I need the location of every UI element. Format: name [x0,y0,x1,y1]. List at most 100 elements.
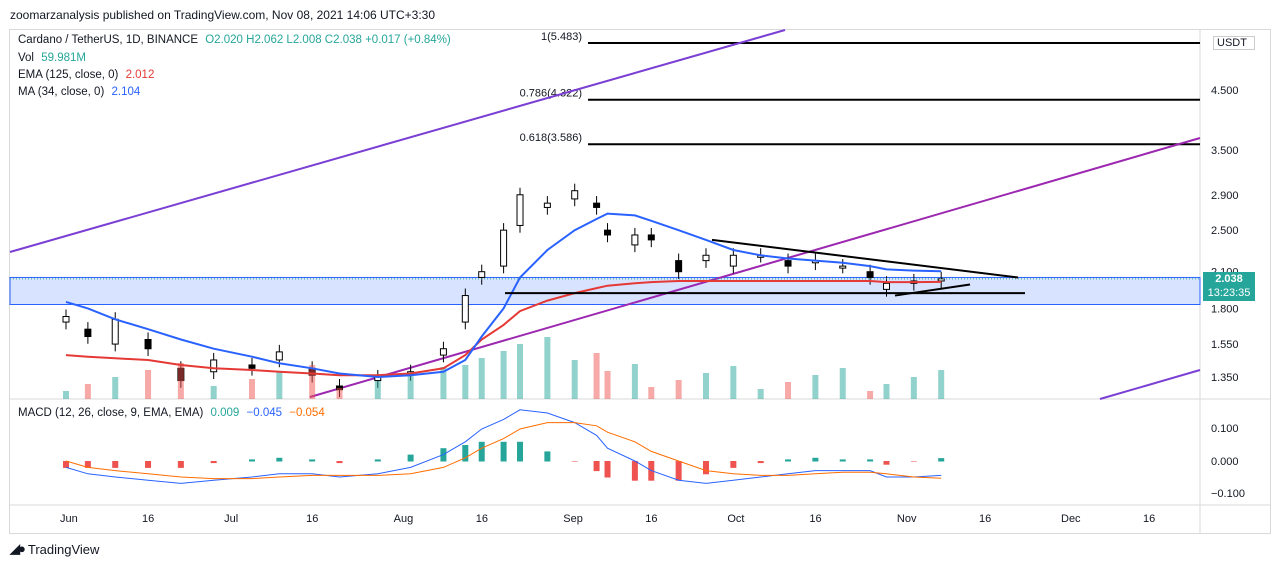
candle-body [275,351,283,361]
tradingview-logo[interactable]: ◢● TradingView [10,541,99,557]
volume-bar [517,344,524,399]
volume-bar [883,384,890,399]
macd-value-3: −0.054 [289,407,325,419]
volume-bar [812,375,819,399]
candle-body [604,229,612,236]
channel-upper-line [9,29,786,253]
price-tick-label: 1.550 [1211,339,1239,351]
publisher-line: zoomarzanalysis published on TradingView… [10,8,436,22]
ema-label[interactable]: EMA (125, close, 0) [18,69,119,81]
candle-body [111,318,119,345]
macd-histogram-bar [839,459,846,462]
candle-body [593,202,601,208]
volume-bar [248,379,255,399]
candle-body [702,254,710,262]
ema-legend: EMA (125, close, 0) 2.012 [18,69,158,81]
macd-signal-line [65,422,942,480]
macd-histogram-bar [757,461,764,464]
volume-label[interactable]: Vol [18,52,34,64]
macd-histogram-bar [336,461,343,464]
time-tick-label: Sep [563,513,583,525]
price-tick-label: 2.500 [1211,225,1239,237]
volume-bar [500,351,507,399]
candle-body [839,265,847,269]
time-tick-label: Jun [60,513,78,525]
last-price: 2.038 [1215,273,1243,285]
price-tick-label: 4.500 [1211,85,1239,97]
macd-histogram-bar [84,461,91,468]
volume-bar [757,389,764,399]
macd-histogram-bar [883,461,890,465]
macd-histogram-bar [730,461,737,468]
volume-bar [276,372,283,399]
macd-histogram-bar [571,461,578,462]
candle-body [439,348,447,356]
macd-histogram-bar [145,461,152,468]
candle-body [784,260,792,267]
macd-histogram-bar [544,451,551,462]
volume-bar [177,363,184,399]
macd-histogram-bar [593,461,600,472]
volume-legend: Vol 59.981M [18,52,90,64]
macd-legend: MACD (12, 26, close, 9, EMA, EMA) 0.009 … [18,407,329,419]
macd-tick-label: 0.100 [1211,423,1239,435]
time-tick-label: Jul [224,513,238,525]
volume-value: 59.981M [41,52,86,64]
fib-level-label: 0.786(4.322) [520,88,582,100]
candle-body [144,339,152,350]
macd-histogram-bar [812,457,819,462]
bar-countdown: 13:23:35 [1207,287,1251,299]
last-price-tag: 2.038 13:23:35 [1203,272,1255,301]
volume-bar [145,370,152,399]
support-zone [9,276,1201,306]
volume-bar [867,391,874,399]
candle-body [675,260,683,273]
volume-bar [210,386,217,399]
volume-bar [374,381,381,399]
ohlc-values: O2.020 H2.062 L2.008 C2.038 +0.017 (+0.8… [205,34,451,46]
ma-legend: MA (34, close, 0) 2.104 [18,86,144,98]
volume-bar [112,377,119,399]
macd-histogram-bar [248,459,255,462]
macd-histogram-bar [210,461,217,464]
volume-bar [544,337,551,399]
macd-tick-label: −0.100 [1211,488,1245,500]
price-tick-label: 2.900 [1211,190,1239,202]
ma-line [65,212,942,379]
price-tick-label: 1.350 [1211,372,1239,384]
macd-histogram-bar [309,459,316,462]
currency-label[interactable]: USDT [1213,36,1255,50]
candle-body [500,229,508,267]
volume-bar [309,365,316,399]
macd-histogram-bar [604,461,611,478]
volume-bar [440,367,447,399]
candle-body [478,271,486,278]
ma-label[interactable]: MA (34, close, 0) [18,86,105,98]
price-tick-label: 3.500 [1211,145,1239,157]
time-tick-label: 16 [645,513,657,525]
macd-histogram-bar [478,441,485,462]
macd-tick-label: 0.000 [1211,456,1239,468]
ema-line [65,280,942,377]
tradingview-logo-text: TradingView [27,541,100,557]
candle-body [461,295,469,323]
triangle-rising-line [894,283,971,297]
candle-body [631,234,639,246]
channel-middle-line [309,137,1201,398]
macd-histogram-bar [500,441,507,462]
time-tick-label: Dec [1061,513,1081,525]
volume-bar [336,388,343,399]
symbol-name[interactable]: Cardano / TetherUS, 1D, BINANCE [18,34,199,46]
time-tick-label: 16 [306,513,318,525]
candle-body [866,271,874,278]
time-tick-label: 16 [1143,513,1155,525]
triangle-upper-line [711,238,1019,279]
candle-body [84,328,92,338]
volume-bar [462,365,469,399]
time-tick-label: 16 [979,513,991,525]
macd-label[interactable]: MACD (12, 26, close, 9, EMA, EMA) [18,407,204,419]
candle-body [647,234,655,241]
symbol-legend: Cardano / TetherUS, 1D, BINANCE O2.020 H… [18,34,455,46]
candle-body [62,316,70,323]
